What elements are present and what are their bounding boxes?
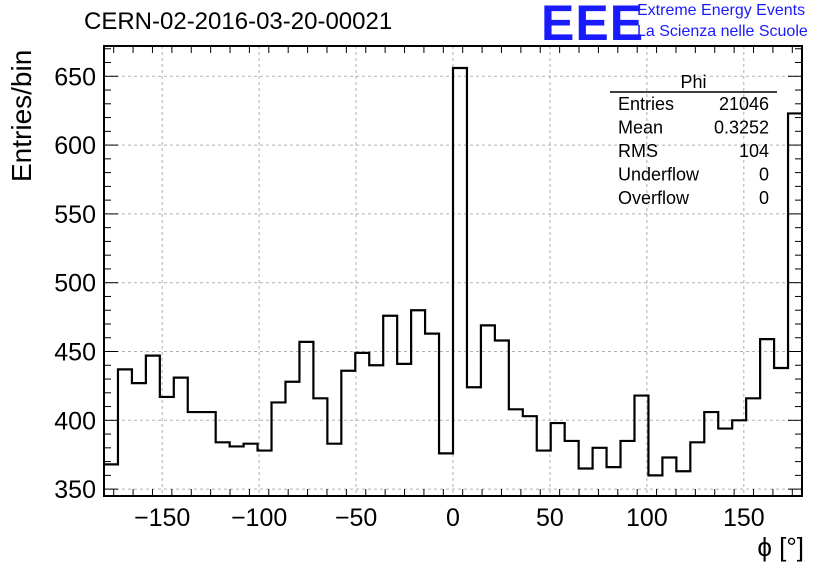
histogram-bin <box>397 364 411 496</box>
histogram-bin <box>369 365 383 496</box>
x-tick-label: 150 <box>723 504 765 532</box>
x-tick-label: 100 <box>626 504 668 532</box>
logo-subtitle-2: La Scienza nelle Scuole <box>637 23 808 40</box>
histogram-bin <box>495 340 509 496</box>
y-axis-label: Entries/bin <box>6 49 37 182</box>
histogram-bin <box>258 451 272 496</box>
histogram-bin <box>662 457 676 496</box>
histogram-bin <box>579 468 593 496</box>
y-tick-label: 400 <box>54 407 96 435</box>
histogram-bin <box>355 353 369 496</box>
stats-row-value: 0 <box>759 165 769 185</box>
histogram-bin <box>746 398 760 496</box>
histogram-bin <box>453 68 467 496</box>
histogram-bin <box>230 446 244 496</box>
histogram-bin <box>425 334 439 496</box>
x-tick-label: −100 <box>231 504 287 532</box>
plot-frame <box>103 45 803 497</box>
logo-subtitle-1: Extreme Energy Events <box>637 2 806 19</box>
histogram-bin <box>551 423 565 496</box>
histogram-bin <box>285 382 299 496</box>
histogram-bin <box>146 356 160 496</box>
histogram-bin <box>732 420 746 496</box>
histogram-bin <box>509 409 523 496</box>
histogram-bin <box>244 444 258 496</box>
histogram-bin <box>774 368 788 496</box>
stats-row-label: Underflow <box>618 165 700 185</box>
histogram-bin <box>621 441 635 496</box>
histogram-bin <box>565 441 579 496</box>
stats-row-value: 0.3252 <box>714 118 769 138</box>
histogram-bin <box>118 369 132 496</box>
stats-row-label: Entries <box>618 94 674 114</box>
histogram-bin <box>760 339 774 496</box>
histogram-bin <box>439 453 453 496</box>
x-tick-label: −150 <box>134 504 190 532</box>
histogram-bin <box>327 444 341 496</box>
histogram-bin <box>313 398 327 496</box>
histogram-bin <box>104 464 118 496</box>
y-tick-label: 500 <box>54 270 96 298</box>
histogram-bin <box>607 467 621 496</box>
histogram-bin <box>341 371 355 496</box>
histogram-bin <box>272 402 286 496</box>
stats-row-value: 0 <box>759 188 769 208</box>
histogram-bin <box>216 442 230 496</box>
y-tick-label: 550 <box>54 201 96 229</box>
histogram-bin <box>481 325 495 496</box>
histogram-bin <box>202 412 216 496</box>
histogram-bin <box>593 448 607 496</box>
histogram-bin <box>718 429 732 496</box>
y-tick-label: 600 <box>54 132 96 160</box>
histogram-bin <box>383 316 397 496</box>
histogram-bin <box>132 383 146 496</box>
histogram-bin <box>299 342 313 496</box>
stats-box-title: Phi <box>680 72 706 92</box>
y-tick-label: 450 <box>54 339 96 367</box>
histogram-bin <box>537 451 551 496</box>
histogram-bin <box>467 387 481 496</box>
y-tick-label: 650 <box>54 63 96 91</box>
stats-row-label: Overflow <box>618 188 690 208</box>
histogram-bin <box>788 113 802 496</box>
histogram-bin <box>704 412 718 496</box>
y-tick-label: 350 <box>54 476 96 504</box>
stats-row-label: RMS <box>618 141 658 161</box>
histogram-step-line <box>104 66 802 477</box>
histogram-bin <box>634 396 648 496</box>
x-axis-label: ϕ [°] <box>757 532 804 562</box>
histogram-bin <box>411 310 425 496</box>
histogram-bin <box>160 397 174 496</box>
histogram-title: CERN-02-2016-03-20-00021 <box>84 8 393 35</box>
histogram-bin <box>676 471 690 496</box>
eee-logo: EEE <box>541 0 645 51</box>
histogram-bin <box>690 442 704 496</box>
stats-row-label: Mean <box>618 118 663 138</box>
histogram-bin <box>174 378 188 496</box>
stats-row-value: 104 <box>739 141 769 161</box>
histogram-bin <box>523 416 537 496</box>
stats-row-value: 21046 <box>719 94 769 114</box>
histogram-bin <box>188 412 202 496</box>
x-tick-label: −50 <box>335 504 377 532</box>
histogram-bin <box>648 475 662 496</box>
x-tick-label: 50 <box>536 504 564 532</box>
x-tick-label: 0 <box>446 504 460 532</box>
